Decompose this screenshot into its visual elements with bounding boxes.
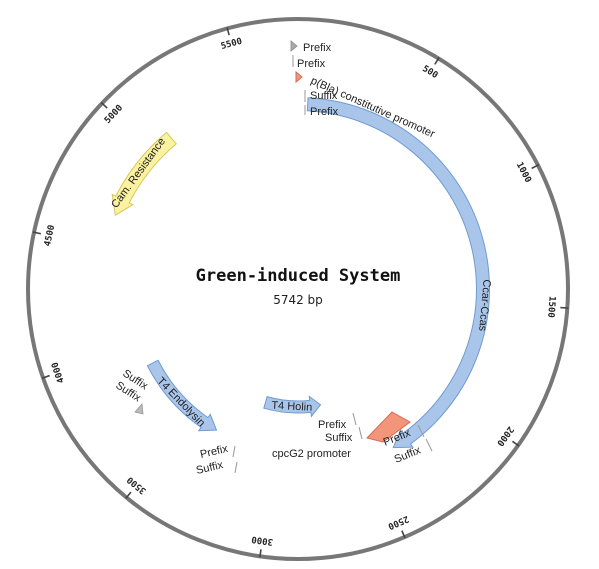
tick-mark bbox=[32, 231, 42, 235]
tick-label: 4500 bbox=[43, 224, 57, 247]
cam-resistance-arrow bbox=[111, 131, 177, 217]
tick-label: 3500 bbox=[125, 474, 148, 495]
prefix-label: Prefix bbox=[303, 42, 332, 54]
suffix-label: Suffix bbox=[310, 90, 338, 102]
prefix-bar bbox=[352, 412, 357, 426]
suffix-label: Suffix bbox=[325, 432, 353, 444]
tick-mark bbox=[41, 374, 50, 379]
prefix-marker-arrow bbox=[290, 40, 298, 52]
suffix-bar bbox=[358, 426, 363, 440]
t4-endolysin-label: T4 Endolysin bbox=[154, 375, 207, 429]
tick-mark bbox=[100, 101, 108, 109]
tick-label: 4000 bbox=[50, 361, 67, 385]
prefix-label: Prefix bbox=[297, 58, 326, 70]
tick-label: 2000 bbox=[494, 424, 515, 447]
prefix-bar bbox=[417, 424, 425, 438]
tick-label: 3000 bbox=[251, 534, 274, 547]
tick-marks: 5001000150020002500300035004000450050005… bbox=[32, 27, 569, 558]
suffix-marker-arrow bbox=[134, 403, 144, 415]
prefix-label: Prefix bbox=[199, 443, 230, 461]
tick-label: 500 bbox=[420, 64, 439, 81]
suffix-bar bbox=[425, 438, 433, 452]
cam-resistance-label: Cam. Resistance bbox=[109, 136, 168, 211]
tick-mark bbox=[226, 27, 230, 36]
tick-label: 2500 bbox=[386, 513, 410, 531]
tick-mark bbox=[401, 530, 406, 539]
tick-label: 1000 bbox=[514, 161, 533, 185]
tick-mark bbox=[511, 440, 520, 447]
map-title: Green-induced System bbox=[196, 266, 401, 286]
tick-label: 5500 bbox=[220, 37, 244, 52]
prefix-bar bbox=[232, 445, 236, 458]
t4-holin-arrow bbox=[263, 395, 322, 418]
tick-mark bbox=[531, 163, 540, 170]
suffix-label: Suffix bbox=[195, 459, 225, 477]
tick-label: 1500 bbox=[545, 296, 557, 318]
tick-mark bbox=[434, 57, 440, 65]
prefix-label: Prefix bbox=[310, 106, 339, 118]
pbla-promoter-arrow bbox=[295, 70, 303, 84]
map-length-label: 5742 bp bbox=[273, 293, 323, 307]
t4-endolysin-arrow bbox=[146, 359, 218, 432]
ccar-ccas-arrow bbox=[306, 97, 490, 449]
cpcg2-promoter-label: cpcG2 promoter bbox=[272, 448, 351, 460]
backbone-circle bbox=[26, 17, 570, 561]
feature-arrows bbox=[111, 40, 490, 449]
tick-mark bbox=[259, 549, 262, 558]
cpcg2-promoter-arrow bbox=[366, 411, 411, 443]
t4-holin-label: T4 Holin bbox=[271, 400, 313, 414]
ccar-ccas-label: Ccar-Ccas bbox=[476, 279, 493, 332]
tick-mark bbox=[560, 306, 569, 309]
prefix-label: Prefix bbox=[318, 419, 347, 431]
suffix-bar bbox=[234, 461, 238, 474]
tick-mark bbox=[125, 491, 132, 499]
